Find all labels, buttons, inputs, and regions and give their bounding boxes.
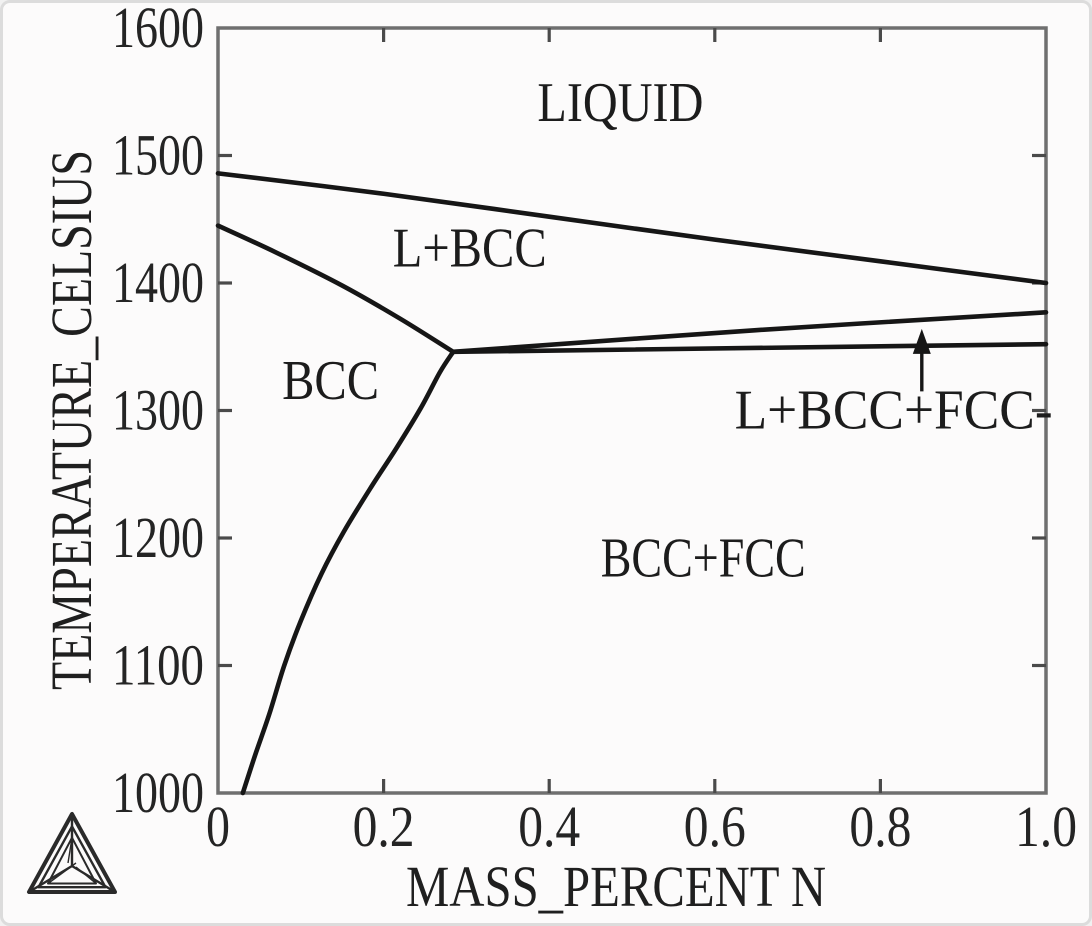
x-tick-label-0.8: 0.8: [849, 794, 911, 859]
y-tick-label-1000: 1000: [112, 760, 204, 825]
phase-boundaries-group: [215, 171, 1049, 796]
x-tick-label-0: 0: [206, 794, 230, 859]
thermo-calc-logo-icon: [27, 812, 117, 894]
region-label-bcc: BCC: [282, 350, 379, 412]
arrow-head: [912, 328, 931, 354]
y-tick-label-1300: 1300: [112, 378, 204, 443]
y-tick-label-1400: 1400: [112, 250, 204, 315]
phase-boundary-4: [450, 341, 1049, 355]
phase-boundary-3: [450, 310, 1049, 355]
x-tick-label-0.2: 0.2: [353, 794, 415, 859]
x-tick-label-1.0: 1.0: [1015, 794, 1077, 859]
annotation-arrow-group: [912, 328, 931, 392]
x-tick-labels-group: 0 0.2 0.4 0.6 0.8 1.0: [206, 794, 1077, 859]
x-axis-title: MASS_PERCENT N: [406, 854, 826, 919]
region-label-l-bcc-fcc: L+BCC+FCC-: [735, 380, 1053, 442]
region-label-bcc-fcc: BCC+FCC: [601, 527, 806, 589]
region-label-l-bcc: L+BCC: [393, 218, 547, 280]
y-tick-label-1100: 1100: [112, 633, 204, 698]
x-tick-label-0.6: 0.6: [684, 794, 746, 859]
phase-boundary-0: [215, 171, 1049, 286]
phase-boundary-1: [215, 223, 456, 355]
y-tick-label-1200: 1200: [112, 505, 204, 570]
x-tick-label-0.4: 0.4: [518, 794, 580, 859]
y-tick-label-1600: 1600: [112, 3, 204, 60]
y-tick-label-1500: 1500: [112, 123, 204, 188]
region-labels-group: LIQUID L+BCC BCC BCC+FCC L+BCC+FCC-: [282, 72, 1053, 589]
y-tick-labels-group: 1000 1100 1200 1300 1400 1500 1600: [112, 3, 204, 825]
y-axis-title: TEMPERATURE_CELSIUS: [39, 150, 104, 690]
region-label-liquid: LIQUID: [537, 72, 703, 134]
phase-boundary-2: [240, 349, 456, 796]
phase-diagram-chart: 0 0.2 0.4 0.6 0.8 1.0 1000 1100 1200 1300 1400 150…: [27, 3, 1077, 919]
